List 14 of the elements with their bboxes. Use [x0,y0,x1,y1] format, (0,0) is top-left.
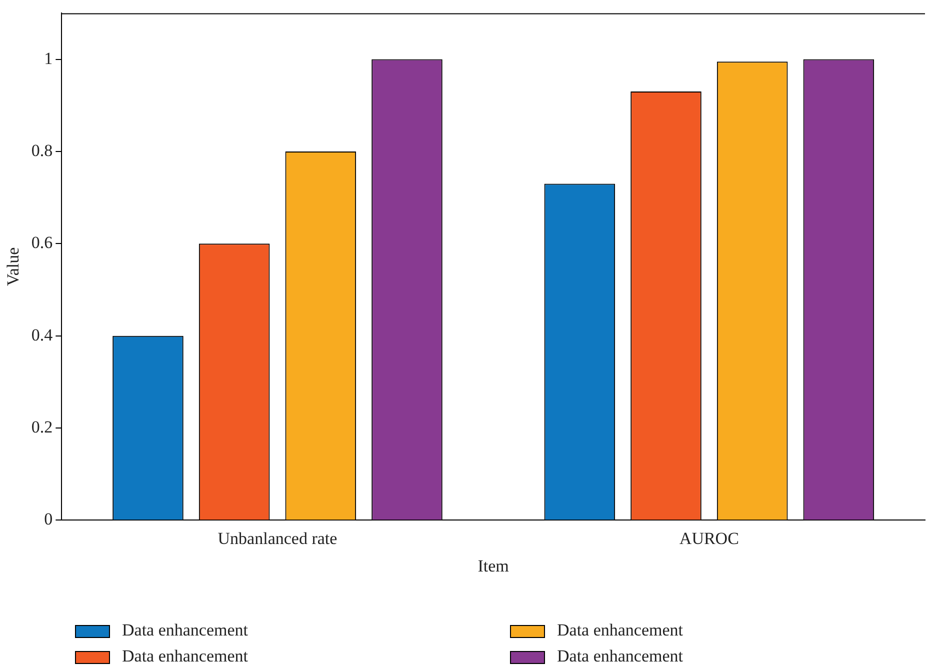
legend-label: Data enhancement [557,646,684,666]
legend-label: Data enhancement [122,646,248,666]
legend-label: Data enhancement [122,620,248,640]
y-tick-label: 0 [44,510,53,529]
x-tick-label: Unbanlanced rate [218,528,338,548]
legend-label: Data enhancement [557,620,684,640]
y-tick-label: 0.4 [31,325,54,344]
y-tick-label: 1 [44,48,53,68]
x-tick-label: AUROC [679,528,739,548]
y-tick-label: 0.6 [31,233,53,252]
x-axis-title: Item [478,556,509,576]
y-axis-title: Value [4,247,23,286]
y-tick-label: 0.8 [31,140,53,160]
y-tick-label: 0.2 [31,417,53,436]
